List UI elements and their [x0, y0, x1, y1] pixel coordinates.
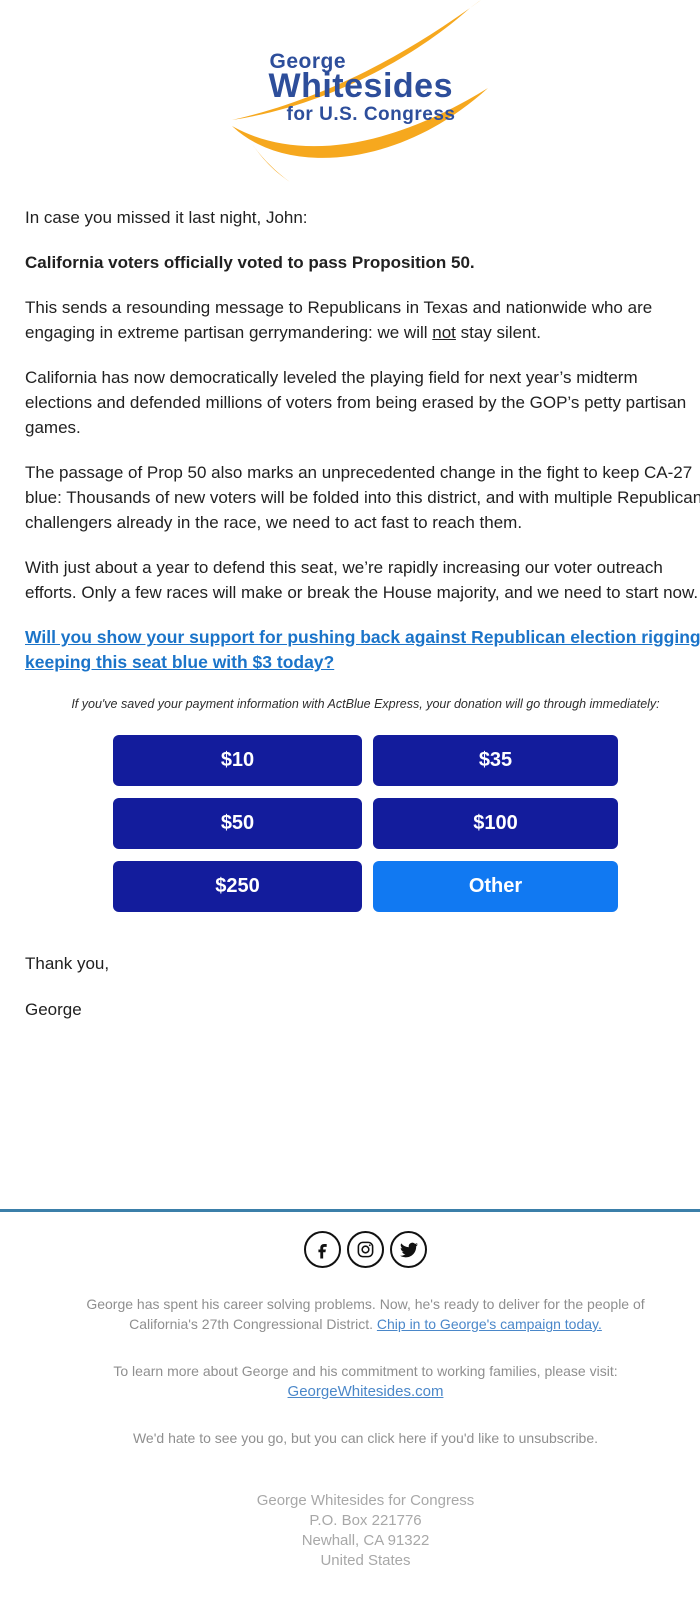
unsubscribe-after: if you'd like to unsubscribe.	[426, 1430, 599, 1446]
address-org-name: George Whitesides for Congress	[256, 1492, 475, 1509]
campaign-logo: George Whitesides for U.S. Congress	[226, 0, 506, 185]
social-icon-row	[0, 1231, 700, 1268]
signature-name: George	[25, 1000, 82, 1019]
address-country: United States	[320, 1552, 411, 1569]
paragraph-voter-outreach: With just about a year to defend this se…	[25, 558, 699, 602]
footer-learn-text: To learn more about George and his commi…	[113, 1363, 618, 1379]
paragraph-prop50-passage: The passage of Prop 50 also marks an unp…	[25, 463, 700, 532]
footer-about-before: George has spent his career solving prob…	[86, 1296, 645, 1332]
facebook-icon[interactable]	[304, 1231, 341, 1268]
mailing-address: George Whitesides for Congress P.O. Box …	[0, 1491, 700, 1585]
paragraph-message-after: stay silent.	[455, 323, 541, 342]
donate-250-button[interactable]: $250	[113, 861, 362, 912]
paragraph-message-before: This sends a resounding message to Repub…	[25, 298, 653, 342]
donation-amount-grid: $10 $35 $50 $100 $250 Other	[113, 735, 618, 912]
headline-text: California voters officially voted to pa…	[25, 253, 475, 272]
unsubscribe-before: We'd hate to see you go, but you can	[132, 1430, 368, 1446]
footer-learn-more: To learn more about George and his commi…	[86, 1361, 646, 1403]
donate-other-button[interactable]: Other	[373, 861, 618, 912]
greeting-text: In case you missed it last night, John:	[25, 208, 308, 227]
actblue-express-note: If you've saved your payment information…	[71, 697, 660, 711]
twitter-icon[interactable]	[390, 1231, 427, 1268]
logo-text-whitesides: Whitesides	[268, 67, 453, 105]
website-link[interactable]: GeorgeWhitesides.com	[287, 1383, 444, 1400]
email-body: George Whitesides for U.S. Congress In c…	[0, 0, 700, 1209]
donate-cta-link[interactable]: Will you show your support for pushing b…	[25, 627, 700, 672]
logo-swoosh-icon	[231, 0, 488, 182]
email-footer: George has spent his career solving prob…	[0, 1231, 700, 1585]
instagram-icon[interactable]	[347, 1231, 384, 1268]
footer-about-text: George has spent his career solving prob…	[86, 1294, 646, 1334]
footer-divider	[0, 1209, 700, 1212]
logo-text-george: George	[269, 50, 347, 73]
address-po-box: P.O. Box 221776	[309, 1512, 422, 1529]
donate-35-button[interactable]: $35	[373, 735, 618, 786]
paragraph-message-underlined-word: not	[432, 323, 456, 342]
logo-text-tagline: for U.S. Congress	[286, 104, 456, 125]
closing-text: Thank you,	[25, 954, 110, 973]
cta-paragraph: Will you show your support for pushing b…	[25, 625, 700, 675]
signature-block: Thank you, George	[0, 912, 700, 1022]
paragraph-message: This sends a resounding message to Repub…	[25, 295, 700, 345]
chip-in-link[interactable]: Chip in to George's campaign today.	[376, 1316, 602, 1332]
whitespace-spacer	[0, 1043, 700, 1209]
paragraph-leveled-field: California has now democratically levele…	[25, 368, 687, 437]
donate-100-button[interactable]: $100	[373, 798, 618, 849]
donate-50-button[interactable]: $50	[113, 798, 362, 849]
donate-10-button[interactable]: $10	[113, 735, 362, 786]
footer-unsubscribe-text: We'd hate to see you go, but you can cli…	[86, 1428, 646, 1448]
address-city-state-zip: Newhall, CA 91322	[301, 1532, 430, 1549]
unsubscribe-link[interactable]: click here	[367, 1430, 427, 1446]
letter-content: In case you missed it last night, John: …	[0, 185, 700, 675]
